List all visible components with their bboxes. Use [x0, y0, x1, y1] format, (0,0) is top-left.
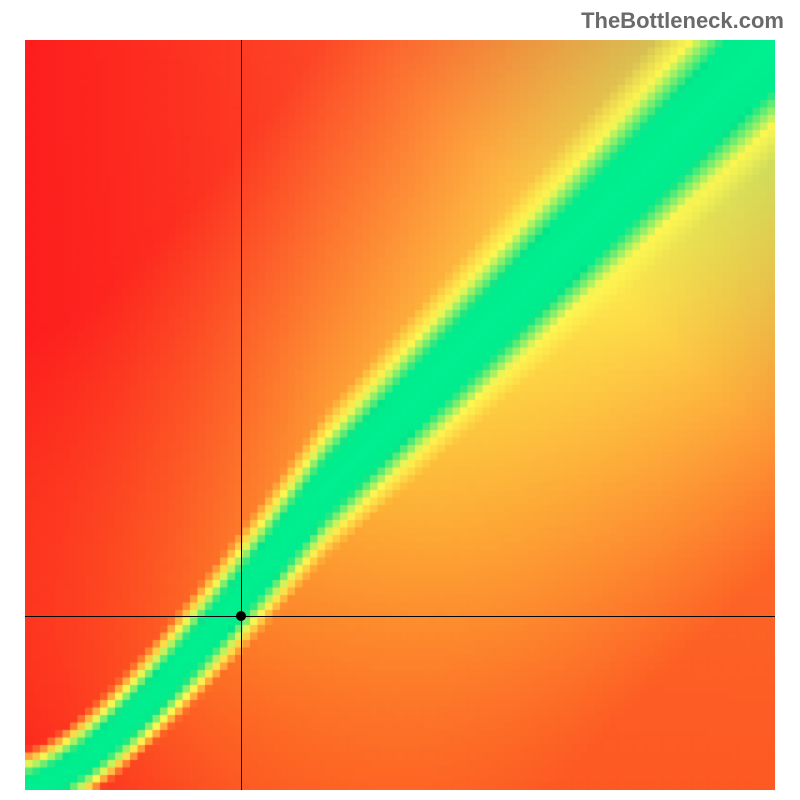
heatmap-canvas [25, 40, 775, 790]
watermark-text: TheBottleneck.com [581, 8, 784, 34]
heatmap-chart [25, 40, 775, 790]
